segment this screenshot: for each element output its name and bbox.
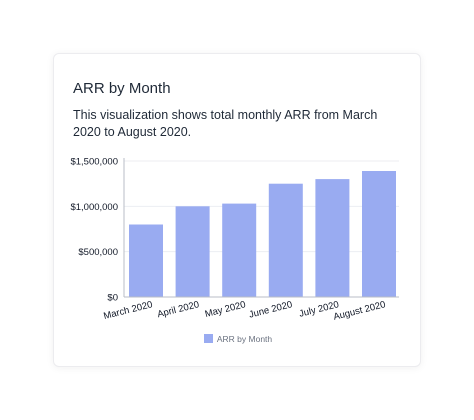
card-description: This visualization shows total monthly A…: [73, 108, 378, 139]
bar-4: [268, 183, 303, 297]
bar-6: [362, 171, 396, 297]
legend-label: ARR by Month: [216, 334, 273, 344]
y-tick-label: $1,500,000: [70, 157, 118, 168]
y-tick-label: $1,000,000: [70, 202, 118, 213]
bar-5: [315, 179, 350, 297]
bar-2: [175, 206, 210, 297]
card-title: ARR by Month: [73, 80, 171, 97]
x-tick-label: August 2020: [332, 299, 386, 323]
x-tick-label: June 2020: [248, 299, 294, 320]
x-tick-label: April 2020: [156, 299, 200, 320]
bar-1: [129, 224, 163, 297]
y-tick-label: $0: [107, 293, 118, 304]
legend[interactable]: ARR by Month: [54, 334, 422, 344]
legend-swatch: [203, 334, 213, 343]
y-tick-label: $500,000: [78, 247, 118, 258]
bar-3: [222, 203, 257, 297]
x-tick-label: May 2020: [204, 299, 247, 320]
chart-card: ARR by Month This visualization shows to…: [53, 53, 421, 367]
